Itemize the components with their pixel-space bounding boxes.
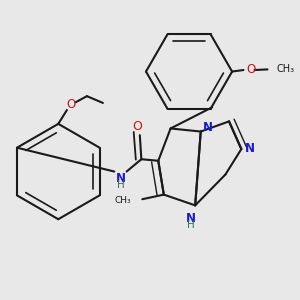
Text: O: O xyxy=(133,119,142,133)
Text: O: O xyxy=(246,63,255,76)
Text: N: N xyxy=(186,212,196,225)
Text: CH₃: CH₃ xyxy=(276,64,294,74)
Text: CH₃: CH₃ xyxy=(115,196,131,205)
Text: H: H xyxy=(118,180,125,190)
Text: N: N xyxy=(245,142,255,155)
Text: N: N xyxy=(116,172,126,185)
Text: N: N xyxy=(202,122,212,134)
Text: H: H xyxy=(187,220,194,230)
Text: O: O xyxy=(67,98,76,111)
